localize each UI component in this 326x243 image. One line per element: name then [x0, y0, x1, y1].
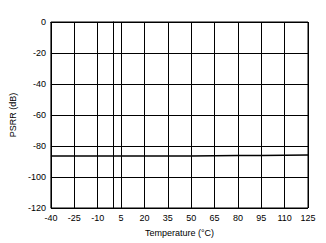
svg-text:Temperature (°C): Temperature (°C) [145, 228, 214, 238]
svg-text:-10: -10 [91, 213, 104, 223]
svg-text:110: 110 [277, 213, 291, 223]
svg-text:PSRR (dB): PSRR (dB) [8, 93, 18, 138]
svg-text:-25: -25 [68, 213, 81, 223]
svg-text:5: 5 [119, 213, 124, 223]
svg-text:50: 50 [186, 213, 196, 223]
svg-text:65: 65 [210, 213, 220, 223]
svg-text:20: 20 [139, 213, 149, 223]
svg-text:-20: -20 [33, 48, 46, 58]
svg-text:-80: -80 [33, 141, 46, 151]
svg-text:-60: -60 [33, 110, 46, 120]
svg-text:-100: -100 [28, 172, 46, 182]
svg-text:95: 95 [256, 213, 266, 223]
svg-text:35: 35 [163, 213, 173, 223]
svg-text:0: 0 [41, 17, 46, 27]
svg-text:125: 125 [300, 213, 315, 223]
svg-text:-120: -120 [28, 203, 46, 213]
svg-text:-40: -40 [44, 213, 57, 223]
svg-text:80: 80 [233, 213, 243, 223]
svg-text:-40: -40 [33, 79, 46, 89]
